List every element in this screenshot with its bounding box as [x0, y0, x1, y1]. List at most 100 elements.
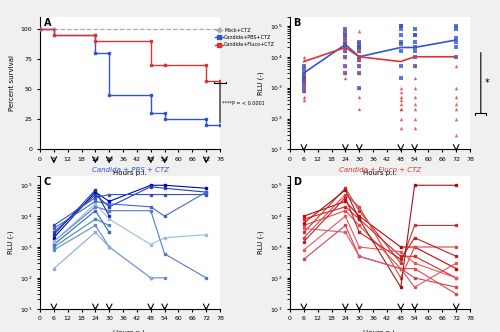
Point [452, 36, 460, 41]
Point [397, 33, 405, 38]
Point [397, 94, 405, 100]
Point [410, 85, 418, 90]
Point [410, 54, 418, 59]
Point [300, 54, 308, 59]
X-axis label: Hours p.i.: Hours p.i. [113, 330, 147, 332]
Point [342, 40, 349, 45]
Point [397, 23, 405, 29]
Text: CTZ injection: CTZ injection [359, 181, 401, 186]
Point [342, 33, 349, 38]
Point [410, 94, 418, 100]
Point [355, 63, 363, 69]
Point [300, 88, 308, 93]
Point [300, 80, 308, 85]
Point [397, 63, 405, 69]
Point [410, 33, 418, 38]
Point [300, 63, 308, 69]
Point [355, 57, 363, 62]
Point [342, 36, 349, 41]
Point [410, 26, 418, 32]
Point [355, 57, 363, 62]
Point [342, 26, 349, 32]
Point [342, 36, 349, 41]
Point [342, 26, 349, 32]
Point [300, 57, 308, 62]
Point [342, 63, 349, 69]
Point [300, 70, 308, 76]
Point [410, 63, 418, 69]
Point [355, 63, 363, 69]
Point [342, 49, 349, 54]
Point [410, 49, 418, 54]
Text: D: D [294, 177, 302, 187]
Point [410, 45, 418, 50]
Point [355, 49, 363, 54]
Point [355, 28, 363, 33]
Point [300, 97, 308, 103]
Point [452, 101, 460, 107]
Point [452, 116, 460, 121]
Y-axis label: Percent survival: Percent survival [9, 55, 15, 111]
Point [342, 45, 349, 50]
Point [410, 63, 418, 69]
Point [452, 26, 460, 32]
Point [355, 45, 363, 50]
Point [300, 76, 308, 81]
Point [410, 125, 418, 130]
Point [410, 76, 418, 81]
Point [342, 30, 349, 36]
Point [300, 70, 308, 76]
Point [410, 116, 418, 121]
Point [300, 85, 308, 90]
Point [410, 33, 418, 38]
Point [300, 88, 308, 93]
Point [452, 63, 460, 69]
Point [397, 107, 405, 112]
Point [355, 54, 363, 59]
Point [397, 42, 405, 47]
Point [355, 70, 363, 76]
Point [342, 76, 349, 81]
Point [300, 76, 308, 81]
Point [397, 116, 405, 121]
Point [355, 54, 363, 59]
Point [397, 85, 405, 90]
Point [355, 107, 363, 112]
Point [410, 40, 418, 45]
Point [342, 54, 349, 59]
Point [355, 94, 363, 100]
Point [342, 70, 349, 76]
Point [452, 94, 460, 100]
Point [397, 26, 405, 32]
Point [300, 73, 308, 78]
X-axis label: Hours p.i.: Hours p.i. [363, 170, 397, 176]
Point [397, 97, 405, 103]
Text: C: C [44, 177, 51, 187]
Text: B: B [294, 18, 301, 28]
Point [355, 42, 363, 47]
Point [452, 107, 460, 112]
Point [342, 49, 349, 54]
Point [452, 54, 460, 59]
Point [300, 66, 308, 72]
Point [452, 40, 460, 45]
Point [397, 107, 405, 112]
Point [355, 49, 363, 54]
Point [342, 42, 349, 47]
Point [397, 40, 405, 45]
Point [342, 70, 349, 76]
Point [397, 90, 405, 95]
Point [300, 83, 308, 88]
X-axis label: Hours p.i.: Hours p.i. [113, 170, 147, 176]
Text: *: * [484, 78, 489, 88]
Point [300, 63, 308, 69]
Point [342, 63, 349, 69]
Y-axis label: RLU (-): RLU (-) [8, 230, 14, 254]
Point [397, 101, 405, 107]
Point [342, 54, 349, 59]
Point [300, 83, 308, 88]
X-axis label: Hours p.i.: Hours p.i. [363, 330, 397, 332]
Text: CTZ injection: CTZ injection [109, 181, 151, 186]
Point [300, 94, 308, 100]
Point [355, 40, 363, 45]
